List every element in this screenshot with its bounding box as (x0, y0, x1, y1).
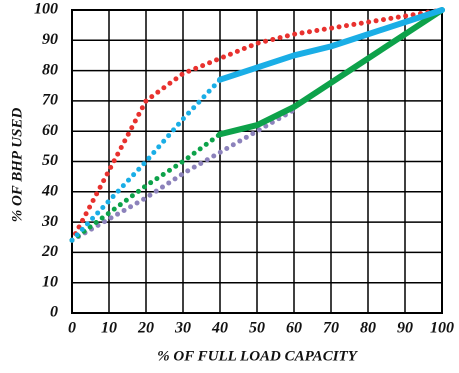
x-tick-label: 70 (323, 320, 339, 337)
y-tick-label: 0 (50, 304, 58, 321)
x-tick-label: 50 (249, 320, 265, 337)
plot-border (71, 9, 443, 314)
y-tick-label: 70 (42, 92, 58, 109)
y-tick-label: 40 (41, 182, 58, 199)
y-tick-label: 100 (34, 1, 58, 18)
series-line (69, 107, 297, 243)
y-tick-label: 10 (42, 273, 58, 290)
x-tick-label: 80 (360, 320, 376, 337)
y-tick-label: 60 (42, 122, 58, 139)
x-tick-label: 60 (286, 320, 302, 337)
series-line (217, 7, 445, 83)
x-tick-label: 100 (430, 320, 454, 337)
series-line (69, 77, 223, 243)
x-tick-label: 20 (137, 320, 154, 337)
x-axis-title: % OF FULL LOAD CAPACITY (157, 348, 359, 364)
x-tick-label: 90 (397, 320, 413, 337)
x-tick-label: 40 (211, 320, 228, 337)
y-tick-label: 30 (41, 213, 58, 230)
series-line (217, 7, 445, 138)
y-tick-label: 50 (42, 152, 58, 169)
y-tick-label: 90 (42, 31, 58, 48)
series-line (69, 7, 445, 243)
x-tick-label: 0 (68, 320, 76, 337)
x-tick-label: 10 (101, 320, 117, 337)
x-tick-label: 30 (174, 320, 191, 337)
y-axis-title: % OF BHP USED (9, 108, 25, 223)
series-line (69, 131, 223, 243)
y-tick-label: 80 (42, 61, 58, 78)
y-tick-label: 20 (41, 243, 58, 260)
